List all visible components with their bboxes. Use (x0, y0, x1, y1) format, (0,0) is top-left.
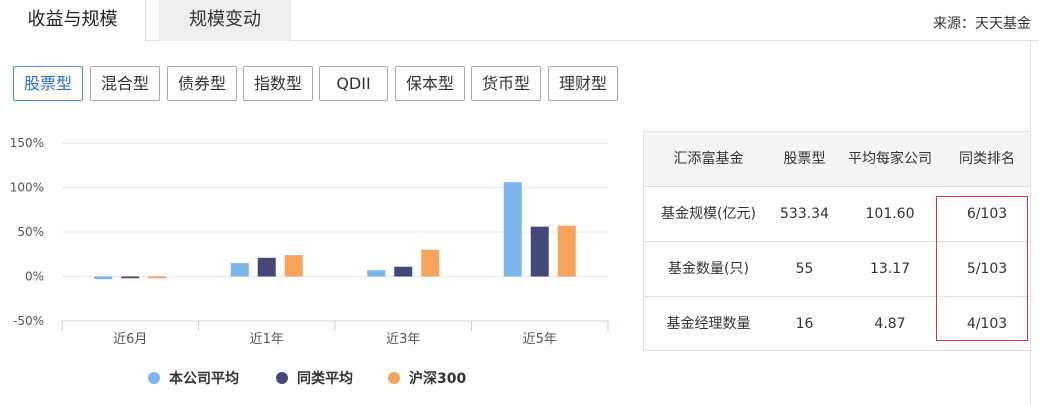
tab-scale-change[interactable]: 规模变动 (159, 0, 291, 41)
fund-type-bond-button[interactable]: 债券型 (167, 66, 237, 101)
y-tick-label: -50% (13, 314, 44, 328)
y-tick-label: 150% (10, 136, 44, 150)
legend-label-peer-avg: 同类平均 (297, 371, 353, 387)
bar (284, 255, 303, 277)
y-tick-label: 50% (17, 225, 44, 239)
table-row: 基金数量(只) 55 13.17 5/103 (644, 242, 1030, 297)
tab-returns-and-scale[interactable]: 收益与规模 (0, 0, 146, 42)
bar (421, 249, 440, 277)
fund-scale-table: 汇添富基金 股票型 平均每家公司 同类排名 基金规模(亿元) 533.34 10… (643, 131, 1031, 351)
bar (121, 276, 140, 279)
table-cell: 4.87 (874, 316, 906, 332)
legend-swatch-peer-avg (276, 372, 288, 384)
legend-label-company-avg: 本公司平均 (169, 371, 239, 387)
fund-type-guaranteed-button[interactable]: 保本型 (395, 66, 465, 101)
legend-swatch-company-avg (148, 372, 160, 384)
table-header-cell: 股票型 (783, 151, 826, 167)
fund-type-money-market-button[interactable]: 货币型 (471, 66, 541, 101)
table-row: 基金经理数量 16 4.87 4/103 (644, 297, 1030, 352)
table-cell: 16 (795, 316, 814, 332)
table-cell: 基金规模(亿元) (661, 206, 756, 222)
fund-type-wealth-button[interactable]: 理财型 (548, 66, 618, 101)
table-header-cell: 同类排名 (959, 151, 1015, 167)
table-header-cell: 汇添富基金 (673, 151, 744, 167)
x-tick-label: 近3年 (386, 332, 420, 347)
bar (503, 182, 522, 277)
legend-label-csi300: 沪深300 (409, 371, 467, 387)
table-cell: 533.34 (780, 206, 829, 222)
table-header-cell: 平均每家公司 (848, 151, 932, 167)
x-tick-label: 近6月 (113, 332, 147, 347)
table-cell: 4/103 (966, 316, 1008, 332)
table-cell: 55 (795, 261, 814, 277)
x-tick-label: 近5年 (523, 332, 557, 347)
data-source: 来源：天天基金 (933, 16, 1031, 32)
bar (257, 257, 276, 277)
table-cell: 5/103 (966, 261, 1008, 277)
fund-type-stock-button[interactable]: 股票型 (13, 66, 83, 101)
fund-type-hybrid-button[interactable]: 混合型 (90, 66, 160, 101)
table-header-row: 汇添富基金 股票型 平均每家公司 同类排名 (644, 132, 1030, 187)
tab-bar: 收益与规模 规模变动 来源：天天基金 (0, 0, 1039, 42)
table-cell: 101.60 (865, 206, 915, 222)
fund-type-index-button[interactable]: 指数型 (243, 66, 313, 101)
table-row: 基金规模(亿元) 533.34 101.60 6/103 (644, 187, 1030, 242)
bar (230, 263, 249, 277)
bar (367, 270, 386, 277)
y-tick-label: 0% (25, 270, 44, 284)
table-cell: 基金经理数量 (666, 316, 751, 332)
table-cell: 6/103 (966, 206, 1008, 222)
legend-item-company-avg[interactable]: 本公司平均 (148, 368, 239, 388)
legend-item-csi300[interactable]: 沪深300 (388, 368, 466, 388)
chart-legend: 本公司平均 同类平均 沪深300 (0, 368, 620, 392)
x-tick-label: 近1年 (250, 332, 284, 347)
bar (94, 276, 113, 280)
legend-item-peer-avg[interactable]: 同类平均 (276, 368, 353, 388)
legend-swatch-csi300 (388, 372, 400, 384)
returns-bar-chart: 150% 100% 50% 0% -50% 近6月 近1年 近3年 近5年 (10, 136, 609, 347)
table-cell: 13.17 (869, 261, 911, 277)
bar (530, 226, 549, 277)
bar (557, 225, 576, 277)
fund-type-qdii-button[interactable]: QDII (319, 66, 388, 101)
bar (394, 266, 413, 277)
bar (148, 276, 167, 279)
y-tick-label: 100% (10, 181, 44, 195)
table-cell: 基金数量(只) (668, 261, 749, 277)
